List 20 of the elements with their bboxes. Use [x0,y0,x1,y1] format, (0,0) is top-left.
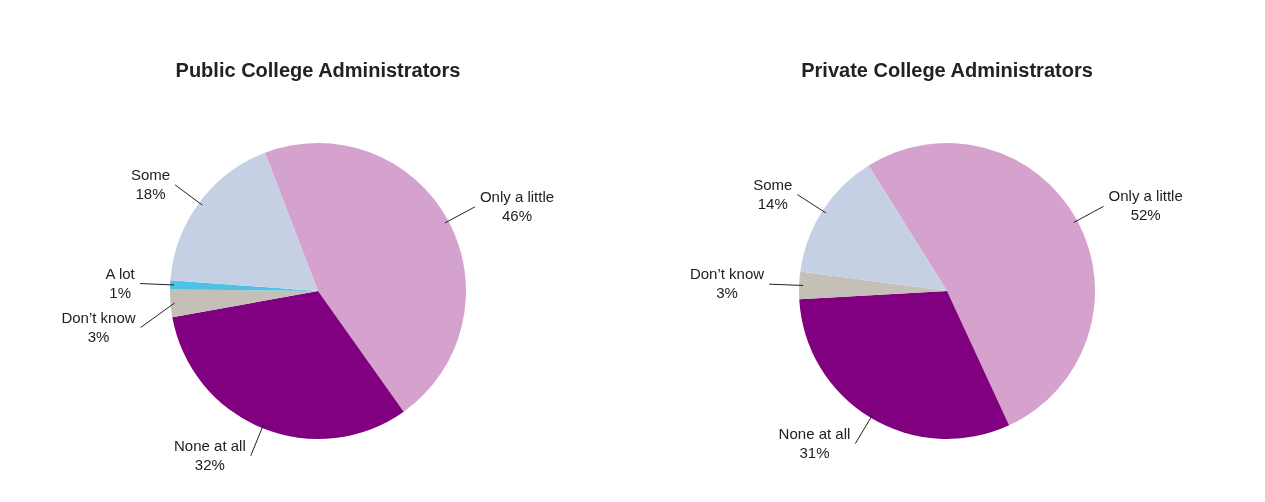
slice-label: None at all [778,424,851,442]
data-label: 31% [799,443,830,461]
slice-label: Only a little [1108,187,1183,205]
data-label: 1% [109,283,131,301]
slice-label: Some [130,166,171,184]
data-label: 14% [757,194,788,212]
data-label: 18% [135,185,166,203]
data-label: 46% [501,207,532,225]
data-label: 32% [194,455,225,473]
slice-label: Only a little [479,188,555,206]
slice-label: None at all [174,436,246,454]
data-label: 52% [1130,206,1161,224]
chart-title: Public College Administrators [175,58,461,81]
slice-label: Some [753,175,793,193]
data-label: 3% [716,284,738,302]
slice-label: A lot [105,264,136,282]
slice-label: Don’t know [689,265,765,283]
chart-title: Private College Administrators [801,58,1093,81]
data-label: 3% [87,327,110,345]
slice-label: Don’t know [61,308,136,326]
